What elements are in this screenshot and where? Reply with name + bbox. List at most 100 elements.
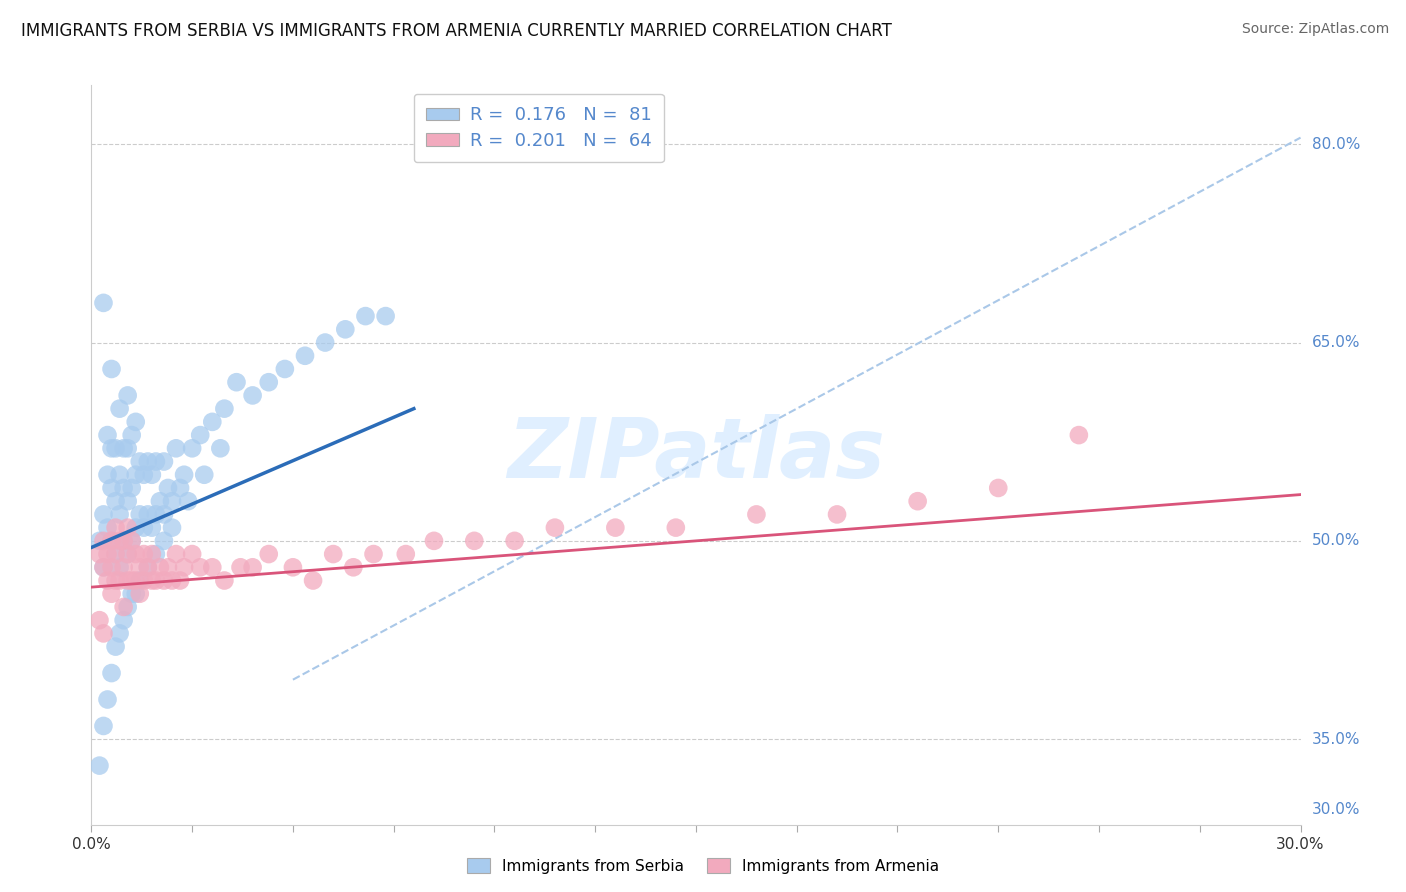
Text: IMMIGRANTS FROM SERBIA VS IMMIGRANTS FROM ARMENIA CURRENTLY MARRIED CORRELATION : IMMIGRANTS FROM SERBIA VS IMMIGRANTS FRO… <box>21 22 891 40</box>
Point <box>93 560 115 574</box>
Point <box>153 454 176 468</box>
Point <box>100 481 122 495</box>
Legend: Immigrants from Serbia, Immigrants from Armenia: Immigrants from Serbia, Immigrants from … <box>461 852 945 880</box>
Point <box>160 574 183 588</box>
Point <box>193 467 215 482</box>
Point <box>96 574 118 588</box>
Point <box>125 521 148 535</box>
Point <box>188 428 211 442</box>
Text: 30.0%: 30.0% <box>1312 802 1360 817</box>
Point <box>173 467 195 482</box>
Point <box>117 388 139 402</box>
Point <box>1067 428 1090 442</box>
Point <box>89 758 111 772</box>
Point <box>136 508 159 522</box>
Point <box>169 481 191 495</box>
Point <box>100 442 122 456</box>
Point <box>89 613 111 627</box>
Point <box>544 521 567 535</box>
Point <box>257 375 280 389</box>
Point <box>112 533 135 548</box>
Point <box>156 560 179 574</box>
Point <box>153 574 176 588</box>
Point <box>96 467 118 482</box>
Point <box>128 508 150 522</box>
Point <box>987 481 1010 495</box>
Point <box>149 560 172 574</box>
Point <box>108 626 131 640</box>
Point <box>160 521 183 535</box>
Point <box>117 547 139 561</box>
Point <box>214 401 236 416</box>
Point <box>825 508 848 522</box>
Point <box>156 481 179 495</box>
Text: 35.0%: 35.0% <box>1312 731 1360 747</box>
Point <box>605 521 627 535</box>
Point <box>354 309 377 323</box>
Point <box>121 533 143 548</box>
Point <box>121 481 143 495</box>
Point <box>503 533 526 548</box>
Point <box>108 560 131 574</box>
Point <box>145 454 167 468</box>
Point <box>96 521 118 535</box>
Point <box>141 521 163 535</box>
Point <box>117 442 139 456</box>
Point <box>96 692 118 706</box>
Point <box>100 362 122 376</box>
Point <box>112 481 135 495</box>
Point <box>314 335 336 350</box>
Point <box>117 494 139 508</box>
Point <box>145 508 167 522</box>
Point <box>125 415 148 429</box>
Point <box>96 428 118 442</box>
Point <box>160 494 183 508</box>
Point <box>201 560 224 574</box>
Point <box>242 388 264 402</box>
Point <box>104 547 127 561</box>
Point <box>136 560 159 574</box>
Point <box>177 494 200 508</box>
Point <box>117 574 139 588</box>
Point <box>209 442 232 456</box>
Point <box>108 574 131 588</box>
Point <box>188 560 211 574</box>
Point <box>281 560 304 574</box>
Text: Source: ZipAtlas.com: Source: ZipAtlas.com <box>1241 22 1389 37</box>
Point <box>181 442 204 456</box>
Point <box>108 508 131 522</box>
Point <box>128 587 150 601</box>
Point <box>128 560 150 574</box>
Point <box>100 533 122 548</box>
Point <box>121 533 143 548</box>
Point <box>141 574 163 588</box>
Point <box>128 574 150 588</box>
Point <box>229 560 252 574</box>
Point <box>93 508 115 522</box>
Text: 65.0%: 65.0% <box>1312 335 1360 350</box>
Point <box>112 533 135 548</box>
Point <box>363 547 385 561</box>
Point <box>169 574 191 588</box>
Point <box>141 547 163 561</box>
Point <box>104 547 127 561</box>
Point <box>149 494 172 508</box>
Point <box>145 547 167 561</box>
Point <box>100 666 122 681</box>
Point <box>132 521 155 535</box>
Point <box>745 508 768 522</box>
Point <box>96 547 118 561</box>
Point <box>93 296 115 310</box>
Point <box>665 521 688 535</box>
Text: 80.0%: 80.0% <box>1312 136 1360 152</box>
Point <box>423 533 446 548</box>
Point <box>104 494 127 508</box>
Point <box>100 560 122 574</box>
Point <box>257 547 280 561</box>
Point <box>201 415 224 429</box>
Point <box>136 454 159 468</box>
Point <box>153 533 176 548</box>
Point <box>302 574 325 588</box>
Point <box>294 349 316 363</box>
Point <box>214 574 236 588</box>
